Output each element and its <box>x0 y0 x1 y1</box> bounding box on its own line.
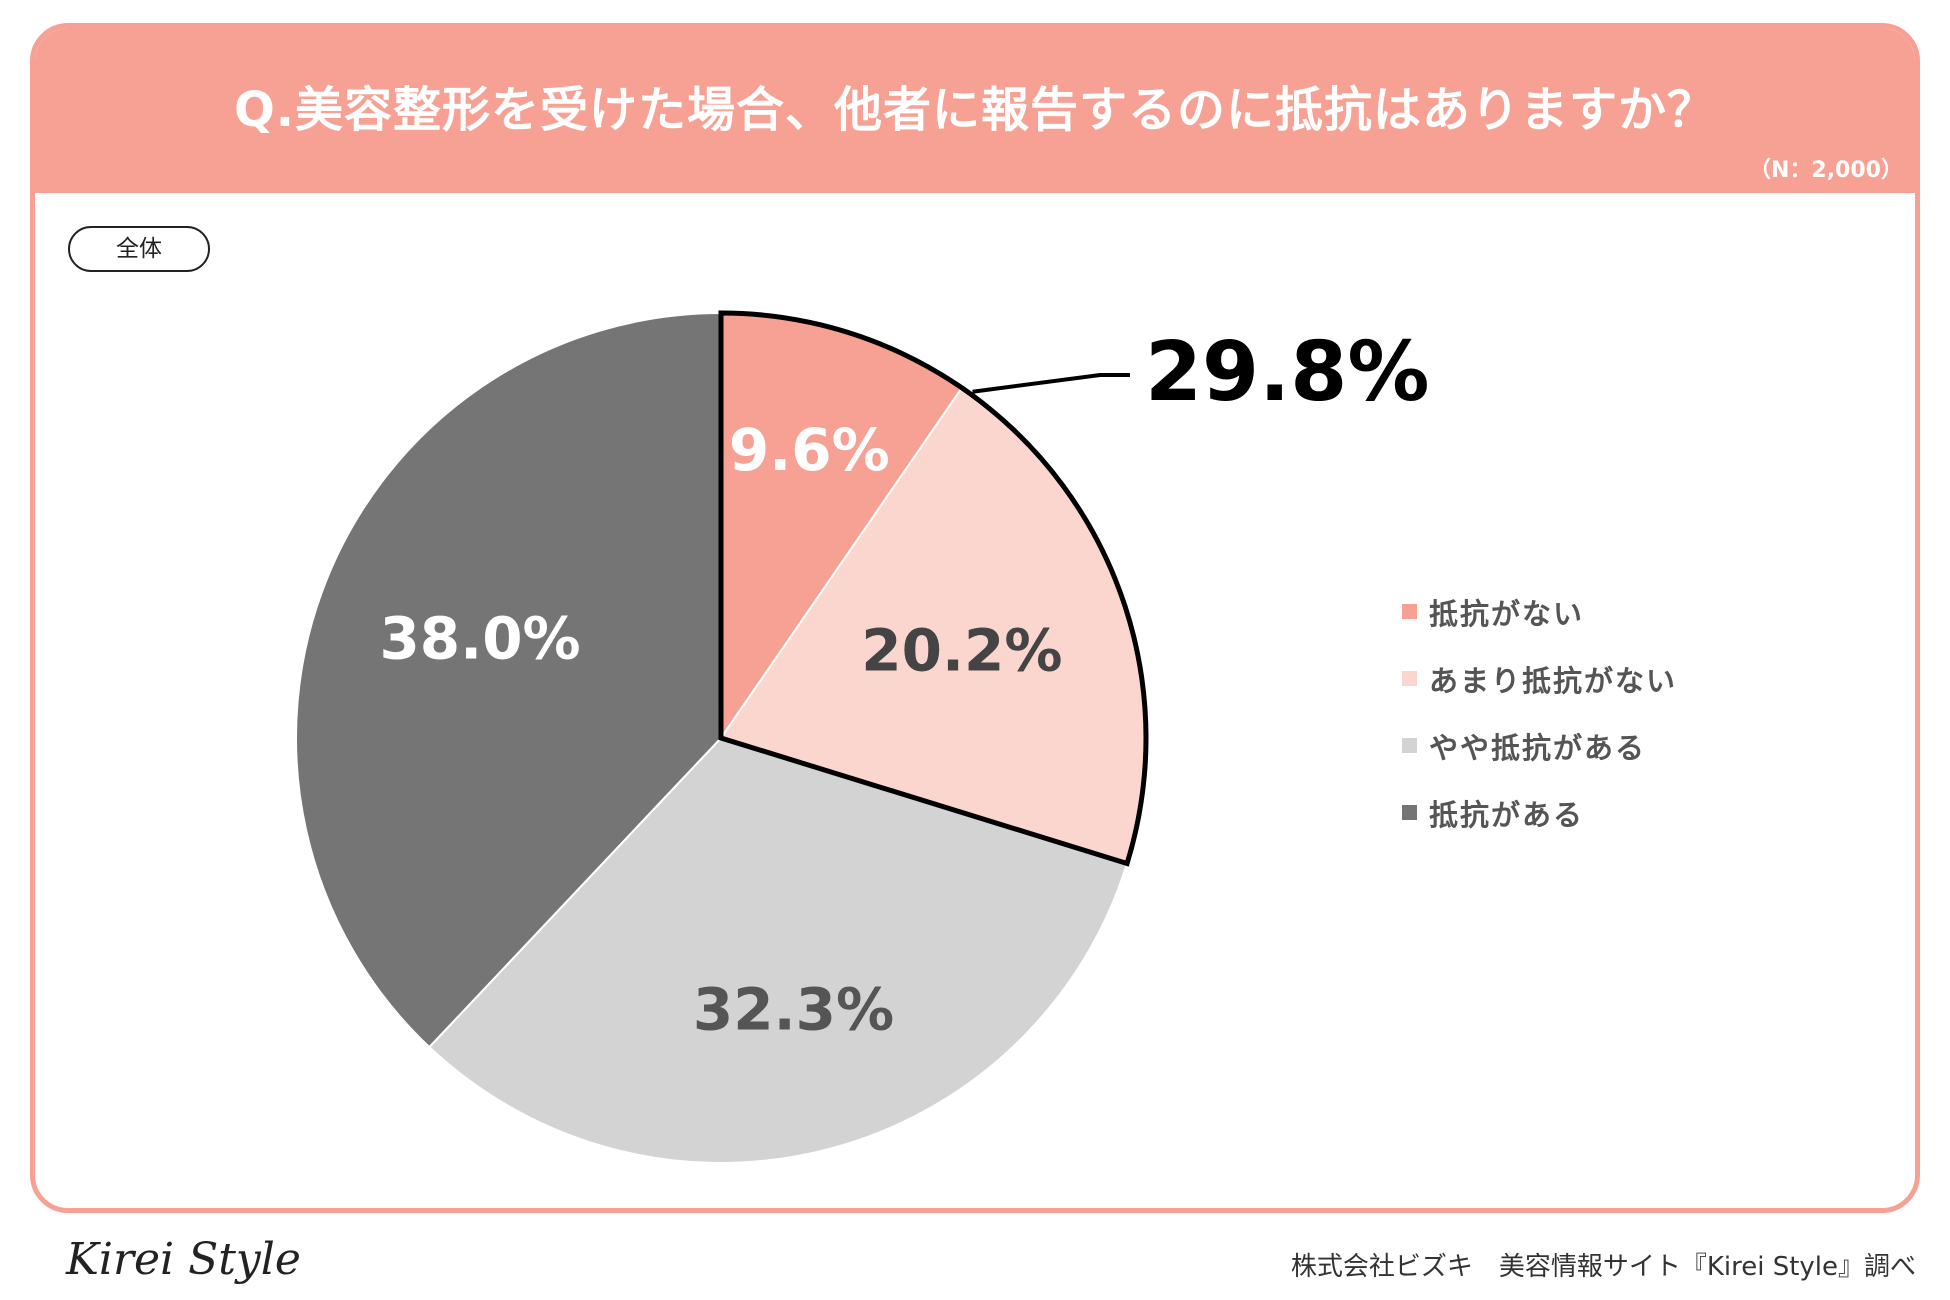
chart-title: Q.美容整形を受けた場合、他者に報告するのに抵抗はありますか？ <box>233 82 1717 138</box>
pie-slice-3 <box>427 736 1129 1165</box>
legend-label: 抵抗がない <box>1429 596 1585 631</box>
legend-item-4: 抵抗がある <box>1402 779 1677 846</box>
legend-item-1: 抵抗がない <box>1402 578 1677 645</box>
kirei-style-logo: Kirei Style <box>66 1234 301 1285</box>
legend-label: やや抵抗がある <box>1429 730 1647 765</box>
slice-value-label-1: 9.6% <box>729 416 890 484</box>
highlight-total-label: 29.8% <box>1145 325 1429 420</box>
sample-size: （N：2,000） <box>1748 158 1903 183</box>
legend-label: あまり抵抗がない <box>1429 663 1678 698</box>
callout-leader-line <box>972 373 1130 394</box>
legend-swatch <box>1402 671 1417 686</box>
legend-item-3: やや抵抗がある <box>1402 712 1677 779</box>
legend-label: 抵抗がある <box>1429 797 1585 832</box>
group-label-pill: 全体 <box>68 226 210 272</box>
legend-swatch <box>1402 805 1417 820</box>
slice-value-label-4: 38.0% <box>379 604 580 672</box>
pie-slice-4 <box>295 311 722 1049</box>
legend-item-2: あまり抵抗がない <box>1402 645 1677 712</box>
chart-legend: 抵抗がないあまり抵抗がない やや抵抗がある 抵抗がある <box>1402 578 1677 846</box>
legend-swatch <box>1402 604 1417 619</box>
slice-value-label-3: 32.3% <box>693 975 894 1043</box>
title-banner: Q.美容整形を受けた場合、他者に報告するのに抵抗はありますか？ （N：2,000… <box>35 28 1915 193</box>
legend-swatch <box>1402 738 1417 753</box>
source-credit: 株式会社ビズキ 美容情報サイト『Kirei Style』調べ <box>1290 1252 1916 1282</box>
highlight-outline <box>718 310 1149 867</box>
slice-value-label-2: 20.2% <box>861 616 1062 684</box>
